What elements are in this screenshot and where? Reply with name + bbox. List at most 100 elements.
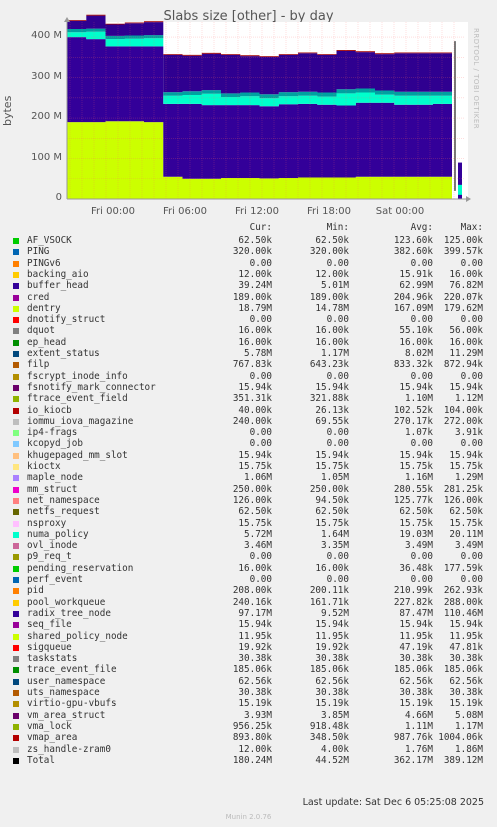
legend-cur: 18.79M <box>238 302 272 314</box>
legend-avg: 15.75k <box>399 461 433 472</box>
legend-name: dquot <box>27 325 55 337</box>
legend-name: cred <box>27 291 50 303</box>
legend-name: Total <box>27 754 55 766</box>
legend-avg: 185.06k <box>393 664 433 676</box>
legend-max: 389.12M <box>443 754 483 766</box>
y-tick-label: 0 <box>55 192 62 203</box>
legend-avg: 1.16M <box>405 472 433 484</box>
legend-row: netfs_request 62.50k 62.50k 62.50k 62.50k <box>10 506 490 517</box>
legend-min: 9.52M <box>321 607 349 619</box>
legend-max: 262.93k <box>443 585 483 597</box>
legend-swatch <box>13 271 19 278</box>
legend-max: 11.29M <box>449 348 483 359</box>
legend-max: 185.06k <box>443 664 483 676</box>
legend-min: 200.11k <box>309 585 349 597</box>
legend-cur: 0.00 <box>249 257 272 269</box>
legend-cur: 39.24M <box>238 280 272 292</box>
legend-max: 272.00k <box>443 415 483 427</box>
area-tail-numa <box>458 184 462 195</box>
legend-max: 3.91k <box>455 427 483 439</box>
legend-row: dentry 18.79M 14.78M 167.09M 179.62M <box>10 303 490 314</box>
legend-swatch <box>13 610 19 617</box>
area-buffer_head <box>67 37 452 179</box>
legend-avg: 0.00 <box>410 314 433 326</box>
legend-max: 47.81k <box>449 641 483 653</box>
legend-min: 0.00 <box>326 551 349 563</box>
legend-avg: 0.00 <box>410 370 433 382</box>
legend-name: PING <box>27 246 50 258</box>
legend-min: 3.85M <box>321 709 349 721</box>
header-cur: Cur: <box>249 222 272 233</box>
legend-row: buffer_head 39.24M 5.01M 62.99M 76.82M <box>10 280 490 291</box>
legend-avg: 55.10k <box>399 325 433 337</box>
legend-row: ftrace_event_field 351.31k 321.88k 1.10M 1.1… <box>10 393 490 404</box>
legend-cur: 15.94k <box>238 619 272 631</box>
legend-avg: 15.91k <box>399 268 433 280</box>
legend-name: sigqueue <box>27 641 72 653</box>
legend-name: backing_aio <box>27 268 89 280</box>
legend-max: 179.62M <box>443 302 483 314</box>
legend-swatch <box>13 644 19 651</box>
x-tick-label: Fri 12:00 <box>235 206 279 217</box>
legend-name: zs_handle-zram0 <box>27 743 111 755</box>
legend-cur: 240.00k <box>232 415 272 427</box>
legend-name: AF_VSOCK <box>27 235 72 246</box>
legend-row: vm_area_struct 3.93M 3.85M 4.66M 5.08M <box>10 710 490 721</box>
legend-row: numa_policy 5.72M 1.64M 19.03M 20.11M <box>10 529 490 540</box>
legend-cur: 15.19k <box>238 698 272 710</box>
legend-cur: 240.16k <box>232 596 272 608</box>
legend-name: nsproxy <box>27 517 67 529</box>
legend-max: 16.00k <box>449 268 483 280</box>
legend-min: 62.56k <box>315 675 349 687</box>
legend-cur: 12.00k <box>238 743 272 755</box>
legend-max: 15.75k <box>449 461 483 472</box>
legend-swatch <box>13 723 19 730</box>
legend-name: pending_reservation <box>27 562 134 574</box>
legend-name: vm_area_struct <box>27 709 106 721</box>
legend-swatch <box>13 497 19 504</box>
x-tick-label: Fri 00:00 <box>91 206 135 217</box>
legend-avg: 833.32k <box>393 359 433 371</box>
legend-min: 69.55k <box>315 415 349 427</box>
legend-swatch <box>13 362 19 369</box>
legend-swatch <box>13 599 19 606</box>
legend-cur: 0.00 <box>249 438 272 450</box>
legend-name: pid <box>27 585 44 597</box>
legend-cur: 30.38k <box>238 653 272 665</box>
legend-cur: 250.00k <box>232 483 272 495</box>
legend-min: 0.00 <box>326 574 349 585</box>
legend-swatch <box>13 746 19 753</box>
legend-swatch <box>13 622 19 629</box>
legend-name: fsnotify_mark_connector <box>27 381 156 393</box>
legend-min: 15.94k <box>315 381 349 393</box>
legend-cur: 11.95k <box>238 630 272 642</box>
legend-row: PING 320.00k 320.00k 382.60k 399.57k <box>10 246 490 257</box>
legend-name: iommu_iova_magazine <box>27 415 134 427</box>
legend-swatch <box>13 441 19 448</box>
legend-min: 321.88k <box>309 393 349 405</box>
legend-cur: 0.00 <box>249 551 272 563</box>
legend-min: 1.17M <box>321 348 349 359</box>
legend-row: p9_req_t 0.00 0.00 0.00 0.00 <box>10 551 490 562</box>
legend-swatch <box>13 678 19 685</box>
legend-cur: 126.00k <box>232 494 272 506</box>
legend-swatch <box>13 238 19 244</box>
legend-min: 250.00k <box>309 483 349 495</box>
legend-swatch <box>13 396 19 403</box>
legend-cur: 956.25k <box>232 720 272 732</box>
legend-max: 1.17M <box>455 720 483 732</box>
legend-max: 0.00 <box>460 438 483 450</box>
legend-name: mm_struct <box>27 483 78 495</box>
legend-max: 125.00k <box>443 235 483 246</box>
legend-row: io_kiocb 40.00k 26.13k 102.52k 104.00k <box>10 405 490 416</box>
legend-row: vma_lock 956.25k 918.48k 1.11M 1.17M <box>10 721 490 732</box>
y-tick-label: 400 M <box>31 30 62 42</box>
legend-min: 3.35M <box>321 540 349 552</box>
legend-name: dentry <box>27 302 61 314</box>
legend-name: trace_event_file <box>27 664 117 676</box>
legend-name: dnotify_struct <box>27 314 106 326</box>
legend-row: cred 189.00k 189.00k 204.96k 220.07k <box>10 292 490 303</box>
legend-swatch <box>13 712 19 719</box>
legend-max: 0.00 <box>460 370 483 382</box>
legend-max: 16.00k <box>449 336 483 348</box>
